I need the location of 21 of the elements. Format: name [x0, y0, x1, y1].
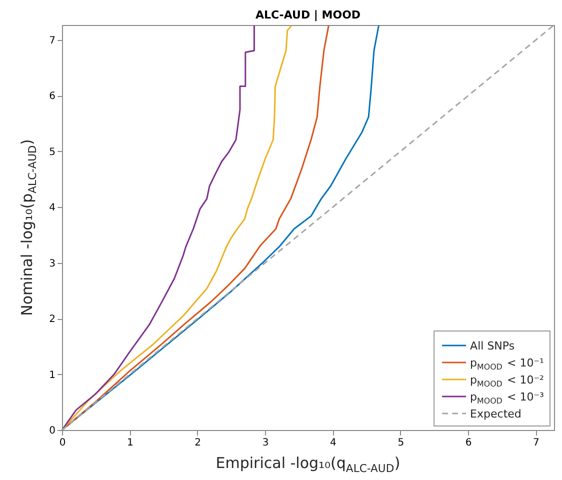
y-tick-label: 3	[49, 258, 56, 270]
x-tick-label: 4	[330, 438, 336, 448]
legend-label: All SNPs	[470, 340, 515, 352]
x-tick-label: 1	[126, 438, 134, 448]
x-tick-label: 0	[59, 438, 66, 448]
y-tick-label: 1	[49, 370, 56, 381]
y-axis-title: Nominal -log₁₀(pALC-AUD)	[18, 139, 40, 316]
y-tick-label: 5	[49, 146, 56, 158]
legend-label: Expected	[470, 408, 522, 420]
y-tick-label: 0	[49, 426, 56, 436]
y-tick-label: 7	[49, 36, 56, 47]
x-tick-label: 2	[194, 438, 202, 448]
y-tick-label: 2	[49, 314, 56, 326]
chart-title: ALC-AUD | MOOD	[255, 8, 361, 22]
x-tick-label: 6	[465, 438, 472, 448]
x-tick-label: 5	[398, 438, 404, 448]
x-tick-label: 7	[533, 438, 540, 448]
x-tick-label: 3	[262, 438, 269, 448]
y-tick-label: 4	[49, 202, 56, 214]
y-tick-label: 6	[49, 91, 56, 102]
line-series	[61, 24, 255, 431]
